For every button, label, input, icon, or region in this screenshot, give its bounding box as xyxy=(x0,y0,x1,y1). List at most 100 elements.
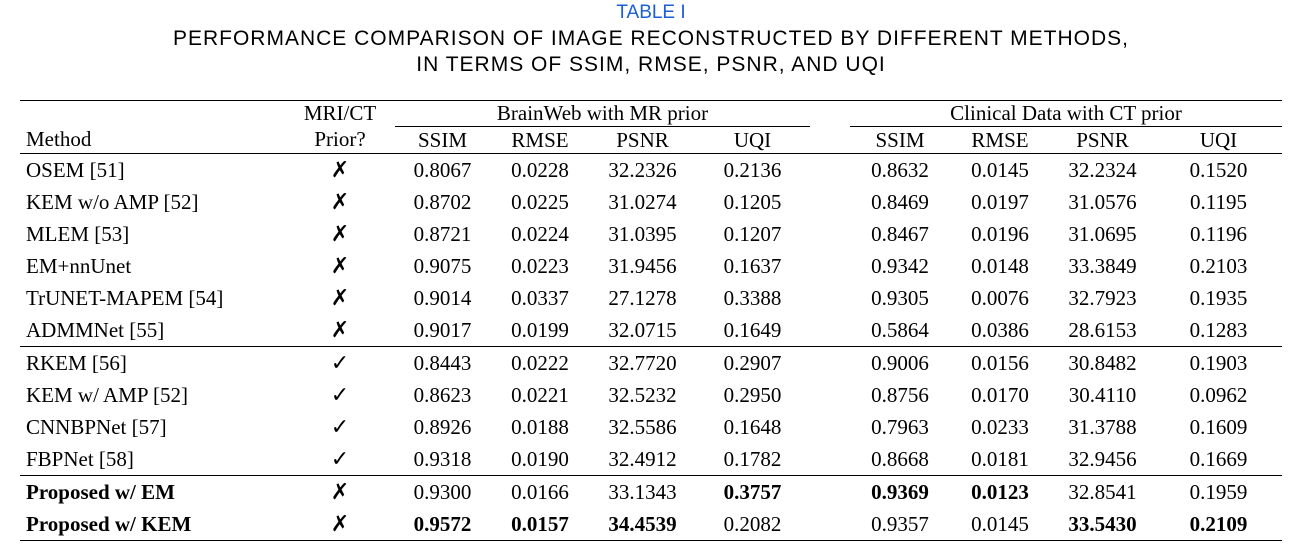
metric-value: 0.0145 xyxy=(971,511,1029,536)
prior-flag: ✗ xyxy=(285,475,395,508)
prior-flag: ✓ xyxy=(330,382,350,408)
spacer xyxy=(810,101,850,127)
spacer xyxy=(810,282,850,314)
metric-value: 0.0228 xyxy=(511,157,569,182)
prior-flag: ✗ xyxy=(330,511,350,537)
metric-value: 0.1935 xyxy=(1189,285,1248,310)
method-name: MLEM [53] xyxy=(26,221,130,246)
metric-value: 0.8721 xyxy=(413,221,472,246)
table-title: PERFORMANCE COMPARISON OF IMAGE RECONSTR… xyxy=(172,27,1130,50)
prior-flag: ✗ xyxy=(330,189,350,215)
metric-value: 31.0395 xyxy=(608,221,677,246)
metric-value: 0.2950 xyxy=(723,382,782,407)
metric-value: 0.0386 xyxy=(971,317,1029,342)
spacer xyxy=(810,475,851,508)
metric-value: 0.9572 xyxy=(413,511,472,536)
metric-value: 0.1520 xyxy=(1189,157,1248,182)
metric-value: 0.0225 xyxy=(511,189,569,214)
table-row: KEM w/o AMP [52] ✗ 0.8702 0.0225 31.0274 0.12… xyxy=(20,186,1282,218)
metric-value: 0.0222 xyxy=(490,346,590,379)
metric-value: 0.0223 xyxy=(511,253,569,278)
metric-value: 0.8443 xyxy=(395,346,490,379)
spacer xyxy=(810,508,850,541)
metric-value: 31.0576 xyxy=(1068,189,1137,214)
metric-value: 0.8668 xyxy=(871,446,929,471)
metric-value: 32.5586 xyxy=(608,414,677,439)
metric-value: 0.0962 xyxy=(1189,382,1248,407)
metric-value: 0.1637 xyxy=(723,253,782,278)
spacer xyxy=(810,346,851,379)
metric-value: 31.0274 xyxy=(608,189,677,214)
prior-flag: ✓ xyxy=(330,446,350,472)
spacer xyxy=(810,218,850,250)
table-row: MRI/CT BrainWeb with MR prior Clinical Dat… xyxy=(20,100,1283,127)
metric-value: 0.8756 xyxy=(871,382,929,407)
metric-value: 0.0170 xyxy=(971,382,1029,407)
metric-value: 0.0166 xyxy=(490,475,590,508)
table-label: TABLE I xyxy=(616,2,686,23)
metric-value: 31.9456 xyxy=(608,253,677,278)
method-name: ADMMNet [55] xyxy=(26,317,165,342)
metric-value: 34.4539 xyxy=(608,511,677,536)
table-row: FBPNet [58] ✓ 0.9318 0.0190 32.4912 0.1782 0.8… xyxy=(20,443,1282,476)
table-row: Proposed w/ KEM ✗ 0.9572 0.0157 34.4539 0.208… xyxy=(20,508,1282,541)
spacer xyxy=(810,250,850,282)
metric-value: 0.0123 xyxy=(950,475,1051,508)
method-name: FBPNet [58] xyxy=(26,446,134,471)
metric-value: 0.0188 xyxy=(511,414,569,439)
metric-value: 0.7963 xyxy=(871,414,929,439)
metric-value: 0.1196 xyxy=(1190,221,1247,246)
metric-value: 31.3788 xyxy=(1068,414,1137,439)
metric-header: UQI xyxy=(695,126,811,154)
table-row: MLEM [53] ✗ 0.8721 0.0224 31.0395 0.1207 0.846… xyxy=(20,218,1282,250)
metric-value: 0.0190 xyxy=(511,446,569,471)
metric-value: 0.8702 xyxy=(413,189,472,214)
metric-value: 33.5430 xyxy=(1068,511,1137,536)
metric-value: 30.8482 xyxy=(1050,346,1156,379)
metric-value: 0.0196 xyxy=(971,221,1029,246)
metric-value: 0.0156 xyxy=(950,346,1051,379)
prior-flag: ✗ xyxy=(330,317,350,343)
metric-value: 32.9456 xyxy=(1068,446,1137,471)
table-row: Method Prior? SSIM RMSE PSNR UQI SSIM RMSE PSNR U… xyxy=(20,126,1283,154)
table-row: TrUNET-MAPEM [54] ✗ 0.9014 0.0337 27.1278 0.3… xyxy=(20,282,1282,314)
metric-value: 0.1283 xyxy=(1189,317,1248,342)
method-name: TrUNET-MAPEM [54] xyxy=(26,285,224,310)
metric-value: 0.0157 xyxy=(511,511,569,536)
prior-flag: ✗ xyxy=(330,253,350,279)
table-row: RKEM [56] ✓ 0.8443 0.0222 32.7720 0.2907 0.900… xyxy=(20,346,1283,379)
group-header: Clinical Data with CT prior xyxy=(850,100,1283,127)
spacer xyxy=(810,154,850,187)
metric-value: 32.4912 xyxy=(608,446,677,471)
metric-value: 0.0197 xyxy=(971,189,1029,214)
spacer xyxy=(810,411,850,443)
metric-value: 30.4110 xyxy=(1068,382,1137,407)
method-name: KEM w/ AMP [52] xyxy=(26,382,188,407)
metric-value: 28.6153 xyxy=(1068,317,1137,342)
table-row: CNNBPNet [57] ✓ 0.8926 0.0188 32.5586 0.1648 0… xyxy=(20,411,1282,443)
header-cell: MRI/CT xyxy=(303,101,377,126)
metric-value: 32.7720 xyxy=(590,346,695,379)
method-name: OSEM [51] xyxy=(26,157,125,182)
method-name: RKEM [56] xyxy=(20,346,285,379)
metric-value: 0.3388 xyxy=(723,285,782,310)
metric-value: 0.0224 xyxy=(511,221,569,246)
metric-value: 0.2109 xyxy=(1189,511,1248,536)
metric-value: 0.9300 xyxy=(395,475,490,508)
metric-header: UQI xyxy=(1155,126,1283,154)
spacer xyxy=(810,314,850,347)
spacer xyxy=(810,126,851,154)
metric-header: SSIM xyxy=(850,126,951,154)
spacer xyxy=(810,379,850,411)
method-name: EM+nnUnet xyxy=(26,253,132,278)
metric-value: 32.2326 xyxy=(608,157,677,182)
metric-value: 0.9342 xyxy=(871,253,929,278)
metric-value: 0.0221 xyxy=(511,382,569,407)
metric-value: 33.3849 xyxy=(1068,253,1137,278)
metric-value: 0.8067 xyxy=(413,157,472,182)
metric-value: 0.1649 xyxy=(723,317,782,342)
metric-header: SSIM xyxy=(395,126,490,154)
prior-flag: ✓ xyxy=(285,346,395,379)
prior-flag: ✗ xyxy=(330,285,350,311)
